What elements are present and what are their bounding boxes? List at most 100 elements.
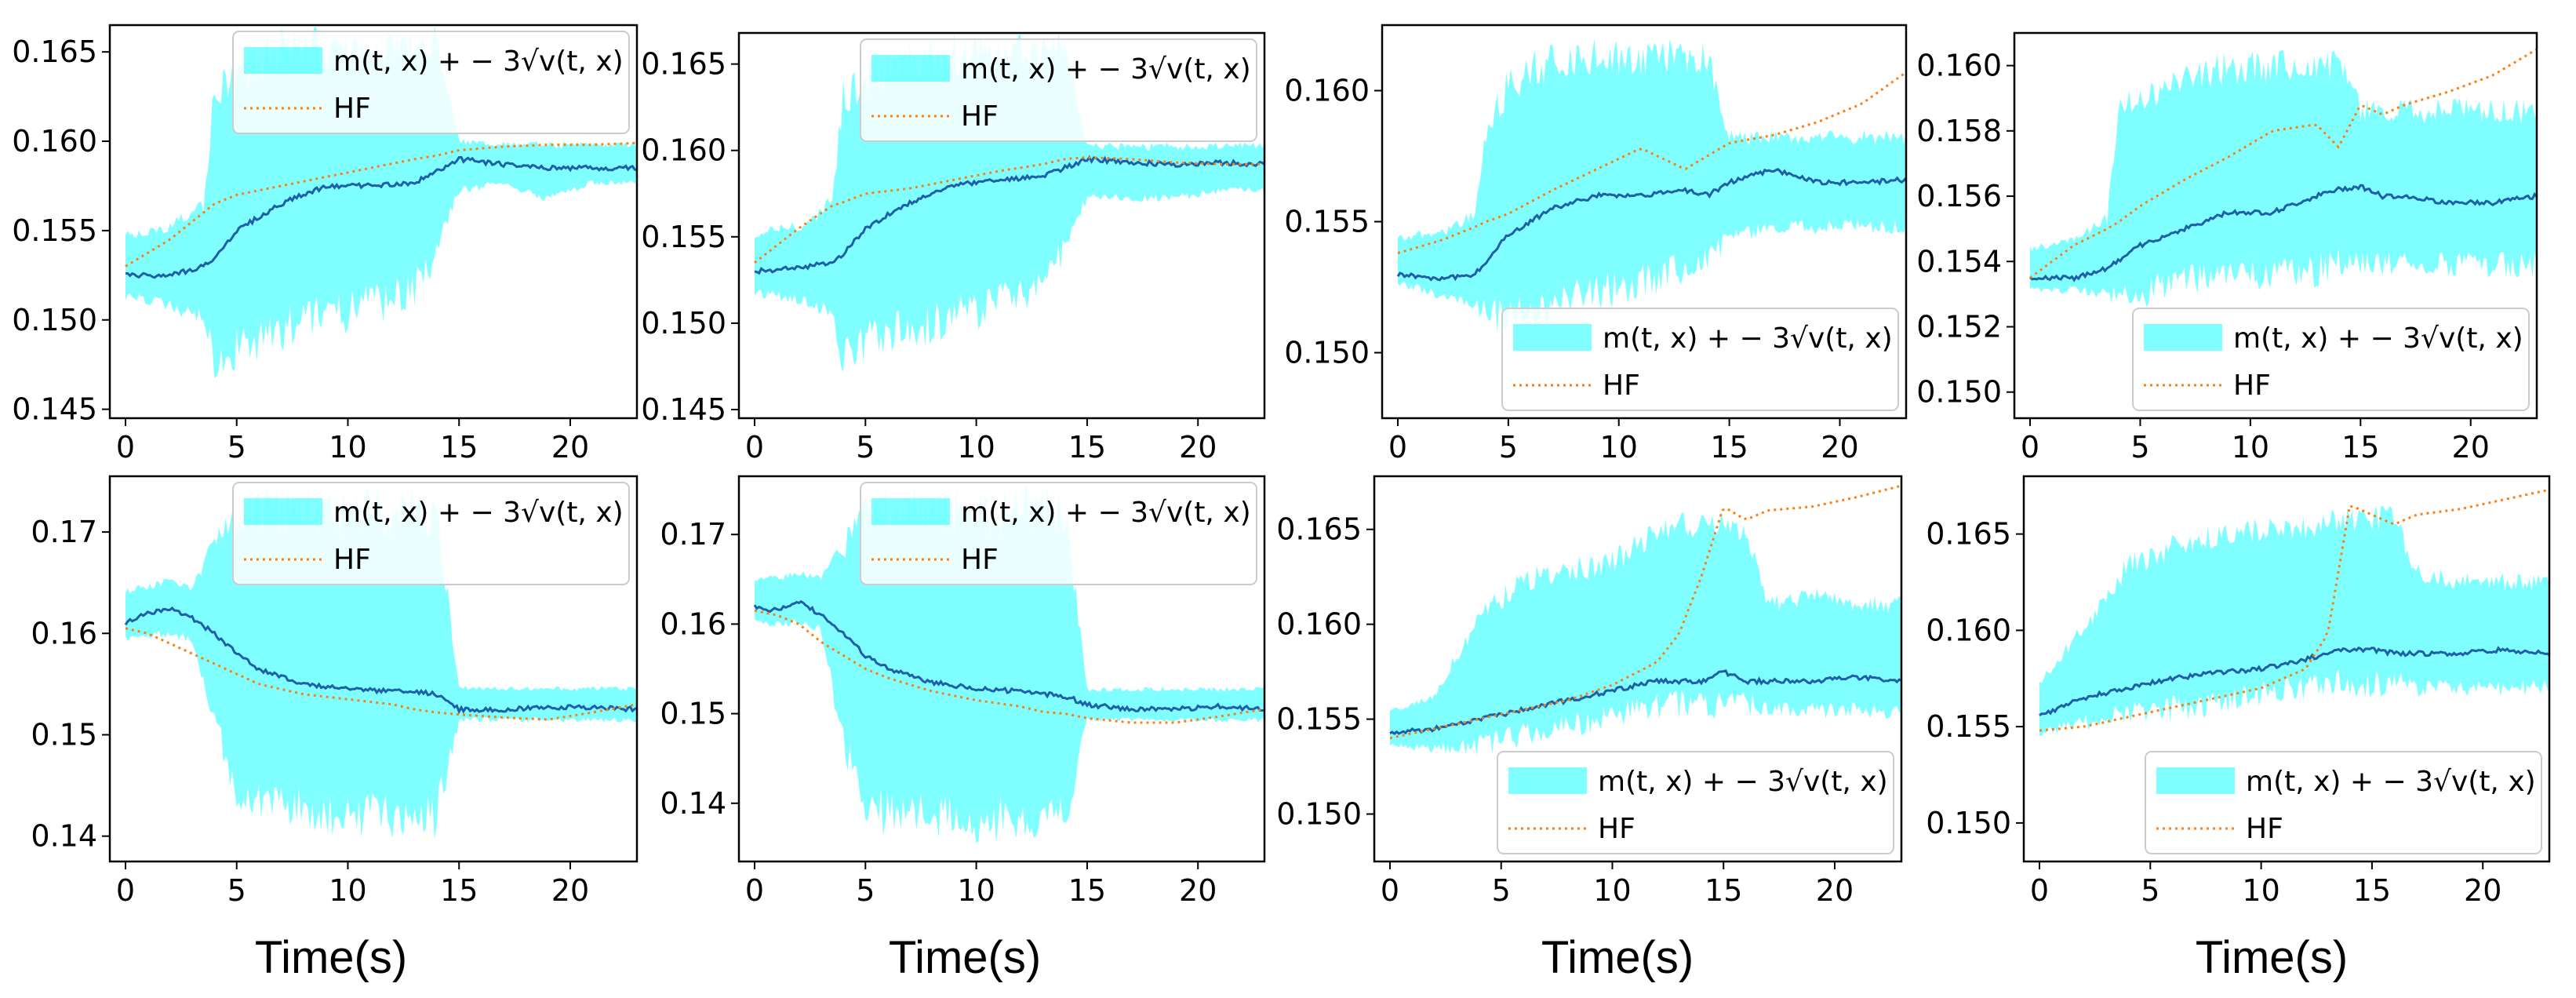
legend-box [232, 31, 630, 134]
legend: m(t, x) + − 3√v(t, x) HF [232, 31, 630, 134]
legend-band-swatch [1513, 324, 1592, 351]
subplot-3: 0 5 10 15 20 0.150 0.155 0.160 m(t, x) + − 3√v(t… [1284, 24, 1908, 464]
subplot-6: 0 5 10 15 20 0.14 0.15 0.16 0.17 m(t, x) + − 3√v(… [660, 475, 1266, 908]
y-tick-label: 0.150 [12, 303, 97, 337]
x-tick-label: 10 [957, 873, 995, 908]
y-tick-label: 0.150 [1284, 336, 1370, 370]
x-tick-label: 5 [856, 430, 875, 464]
x-tick-label: 0 [116, 873, 135, 908]
legend: m(t, x) + − 3√v(t, x) HF [1497, 751, 1894, 854]
y-tick-label: 0.14 [660, 786, 726, 821]
legend-band-label: m(t, x) + − 3√v(t, x) [1598, 766, 1888, 798]
y-tick-label: 0.165 [641, 47, 726, 82]
legend-hf-label: HF [333, 544, 371, 576]
x-tick-label: 15 [2353, 873, 2391, 908]
y-tick-label: 0.17 [660, 517, 726, 552]
hf-line [125, 141, 638, 268]
mean-line [124, 606, 638, 715]
y-tick-label: 0.160 [1926, 613, 2011, 647]
y-tick-label: 0.165 [1276, 512, 1362, 547]
y-tick-label: 0.156 [1916, 179, 2002, 213]
y-tick-label: 0.160 [1284, 74, 1370, 108]
x-tick-label: 5 [227, 873, 246, 908]
y-tick-label: 0.150 [1276, 797, 1362, 832]
x-tick-label: 10 [1593, 873, 1631, 908]
y-tick-label: 0.154 [1916, 244, 2002, 279]
y-tick-label: 0.152 [1916, 309, 2002, 344]
x-tick-label: 15 [440, 873, 478, 908]
legend-hf-label: HF [2233, 370, 2271, 402]
legend-band-label: m(t, x) + − 3√v(t, x) [333, 46, 624, 78]
x-tick-label: 0 [2030, 873, 2049, 908]
mean-line [2029, 184, 2538, 282]
y-tick-label: 0.155 [1284, 205, 1370, 239]
y-tick-label: 0.150 [1916, 375, 2002, 410]
axes-frame [737, 475, 1266, 863]
x-tick-label: 5 [856, 873, 875, 908]
legend-band-swatch [1508, 767, 1587, 794]
legend-hf-label: HF [2246, 813, 2283, 845]
axes-frame [1373, 475, 1903, 863]
legend-band-label: m(t, x) + − 3√v(t, x) [2233, 322, 2523, 355]
y-tick-label: 0.165 [1926, 517, 2011, 552]
x-tick-label: 0 [116, 430, 135, 464]
legend-box [2132, 308, 2530, 411]
y-tick-label: 0.158 [1916, 114, 2002, 148]
x-tick-label: 20 [1821, 430, 1858, 464]
y-tick-label: 0.145 [641, 392, 726, 427]
y-tick-label: 0.165 [12, 35, 97, 69]
legend-hf-label: HF [1603, 370, 1640, 402]
confidence-band [1398, 38, 1906, 333]
legend-band-swatch [871, 498, 950, 525]
legend: m(t, x) + − 3√v(t, x) HF [2132, 308, 2530, 411]
x-tick-label: 0 [2021, 430, 2039, 464]
hf-line [754, 609, 1265, 724]
subplot-2: 0 5 10 15 20 0.145 0.150 0.155 0.160 0.165 m(t, x)… [641, 31, 1266, 464]
mean-line [753, 599, 1265, 712]
xlabel-group: Time(s) Time(s) Time(s) Time(s) [255, 932, 2348, 983]
y-tick-label: 0.16 [31, 616, 97, 650]
legend: m(t, x) + − 3√v(t, x) HF [1501, 308, 1899, 411]
legend: m(t, x) + − 3√v(t, x) HF [860, 38, 1257, 142]
mean-line [754, 155, 1265, 275]
y-tick-label: 0.155 [1926, 709, 2011, 744]
x-tick-label: 15 [1710, 430, 1748, 464]
legend-band-swatch [244, 47, 322, 74]
x-tick-label: 20 [1179, 430, 1217, 464]
legend-band-label: m(t, x) + − 3√v(t, x) [961, 53, 1251, 86]
axes-frame [2022, 475, 2551, 863]
x-tick-label: 5 [2130, 430, 2149, 464]
y-tick-label: 0.160 [641, 133, 726, 168]
x-tick-label: 15 [440, 430, 478, 464]
confidence-band [1390, 512, 1901, 756]
mean-line [1396, 167, 1908, 282]
legend: m(t, x) + − 3√v(t, x) HF [232, 482, 630, 585]
legend-band-swatch [2144, 324, 2222, 351]
legend-band-swatch [244, 498, 322, 525]
confidence-band [2039, 505, 2549, 736]
x-tick-label: 20 [551, 873, 589, 908]
x-tick-label: 20 [1179, 873, 1217, 908]
legend-band-label: m(t, x) + − 3√v(t, x) [1603, 322, 1893, 355]
confidence-band [2030, 49, 2537, 308]
subplot-7: 0 5 10 15 20 0.150 0.155 0.160 0.165 m(t, x) + − … [1276, 475, 1903, 908]
x-tick-label: 5 [2141, 873, 2159, 908]
x-tick-label: 20 [2452, 430, 2490, 464]
y-tick-label: 0.17 [31, 515, 97, 549]
legend-box [860, 482, 1257, 585]
legend: m(t, x) + − 3√v(t, x) HF [860, 482, 1257, 585]
hf-line [125, 627, 638, 721]
x-tick-label: 20 [2464, 873, 2501, 908]
legend-band-swatch [2156, 767, 2235, 794]
y-tick-label: 0.15 [660, 697, 726, 731]
y-tick-label: 0.150 [641, 306, 726, 341]
time-xlabel-col4: Time(s) [2196, 932, 2348, 983]
legend-hf-label: HF [961, 544, 999, 576]
x-tick-label: 5 [227, 430, 246, 464]
y-tick-label: 0.150 [1926, 806, 2011, 840]
legend: m(t, x) + − 3√v(t, x) HF [2145, 751, 2542, 854]
x-tick-label: 0 [745, 873, 764, 908]
mean-line [126, 156, 638, 279]
hf-line [1397, 71, 1907, 255]
